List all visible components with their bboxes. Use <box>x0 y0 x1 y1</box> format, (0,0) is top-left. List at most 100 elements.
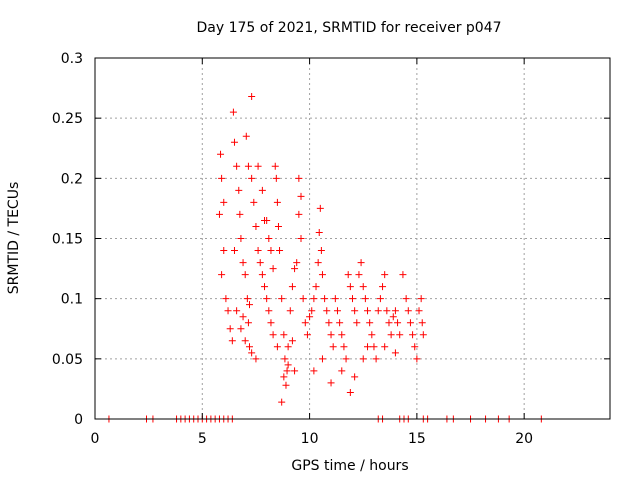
data-point <box>355 271 363 279</box>
data-point <box>351 373 359 381</box>
data-point <box>284 343 292 351</box>
data-point <box>409 331 417 339</box>
data-point <box>338 331 346 339</box>
x-tick-label: 0 <box>91 431 100 447</box>
data-point <box>333 307 341 315</box>
grid <box>95 58 610 419</box>
data-point <box>269 331 277 339</box>
data-point <box>394 319 402 327</box>
data-point <box>263 216 271 224</box>
data-point <box>273 343 281 351</box>
data-point <box>336 319 344 327</box>
data-point <box>239 313 247 321</box>
data-point <box>224 307 232 315</box>
data-point <box>278 295 286 303</box>
x-tick-label: 15 <box>408 431 426 447</box>
y-axis-label: SRMTID / TECUs <box>6 182 22 295</box>
data-point <box>316 204 324 212</box>
data-point <box>286 307 294 315</box>
data-point <box>364 307 372 315</box>
data-point <box>288 283 296 291</box>
data-point <box>315 228 323 236</box>
data-point <box>413 355 421 363</box>
data-point <box>280 331 288 339</box>
data-point <box>278 398 286 406</box>
x-axis-label: GPS time / hours <box>291 458 408 474</box>
data-point <box>246 301 253 309</box>
data-point <box>291 265 299 273</box>
data-point <box>346 389 354 397</box>
data-point <box>314 259 322 267</box>
data-point <box>325 319 333 327</box>
data-point <box>235 186 243 194</box>
data-point <box>236 210 244 218</box>
data-point <box>376 295 384 303</box>
data-point <box>418 319 426 327</box>
data-point <box>237 325 245 333</box>
data-point <box>293 259 301 267</box>
data-point <box>368 331 376 339</box>
data-point <box>402 295 410 303</box>
data-point <box>218 271 226 279</box>
data-point <box>220 247 228 255</box>
data-point <box>280 373 288 381</box>
x-tick-label: 5 <box>198 431 207 447</box>
data-point <box>361 295 369 303</box>
data-point <box>372 355 380 363</box>
data-point <box>359 283 367 291</box>
data-point <box>415 307 423 315</box>
data-point <box>272 174 280 182</box>
data-point <box>385 319 393 327</box>
data-point <box>327 331 335 339</box>
data-point <box>404 307 412 315</box>
data-point <box>331 295 339 303</box>
data-point <box>244 162 252 170</box>
data-point <box>353 319 361 327</box>
data-point <box>299 295 307 303</box>
data-point <box>222 295 230 303</box>
data-point <box>346 283 354 291</box>
data-point <box>396 331 404 339</box>
data-point <box>351 307 359 315</box>
data-point <box>381 271 389 279</box>
data-point <box>391 349 399 357</box>
data-point <box>317 247 325 255</box>
y-tick-label: 0.3 <box>61 51 83 67</box>
data-point <box>329 343 337 351</box>
data-point <box>269 265 277 273</box>
data-point <box>265 307 273 315</box>
data-point <box>242 132 250 140</box>
y-ticks: 0 0.05 0.1 0.15 0.2 0.25 0.3 <box>52 51 610 428</box>
data-point <box>283 367 291 375</box>
data-point <box>406 319 414 327</box>
data-point <box>248 93 256 101</box>
data-point <box>276 247 284 255</box>
data-point <box>241 337 249 345</box>
data-point <box>215 210 223 218</box>
data-point <box>233 162 241 170</box>
data-point <box>338 367 346 375</box>
data-point <box>295 210 303 218</box>
data-point <box>391 307 399 315</box>
data-point <box>246 343 253 351</box>
data-point <box>364 343 372 351</box>
y-tick-label: 0.15 <box>52 232 83 248</box>
data-point <box>226 325 234 333</box>
data-point <box>241 271 249 279</box>
data-point <box>419 331 427 339</box>
data-point <box>318 355 326 363</box>
data-point <box>256 259 264 267</box>
data-point <box>417 295 425 303</box>
data-point <box>252 355 260 363</box>
data-point <box>263 295 271 303</box>
x-tick-label: 20 <box>515 431 533 447</box>
data-point <box>229 108 237 116</box>
data-point <box>261 283 269 291</box>
data-point <box>297 192 305 200</box>
data-point <box>310 295 318 303</box>
plot-frame <box>94 57 611 420</box>
data-point <box>282 381 290 389</box>
data-point <box>312 283 320 291</box>
data-point <box>265 235 273 242</box>
